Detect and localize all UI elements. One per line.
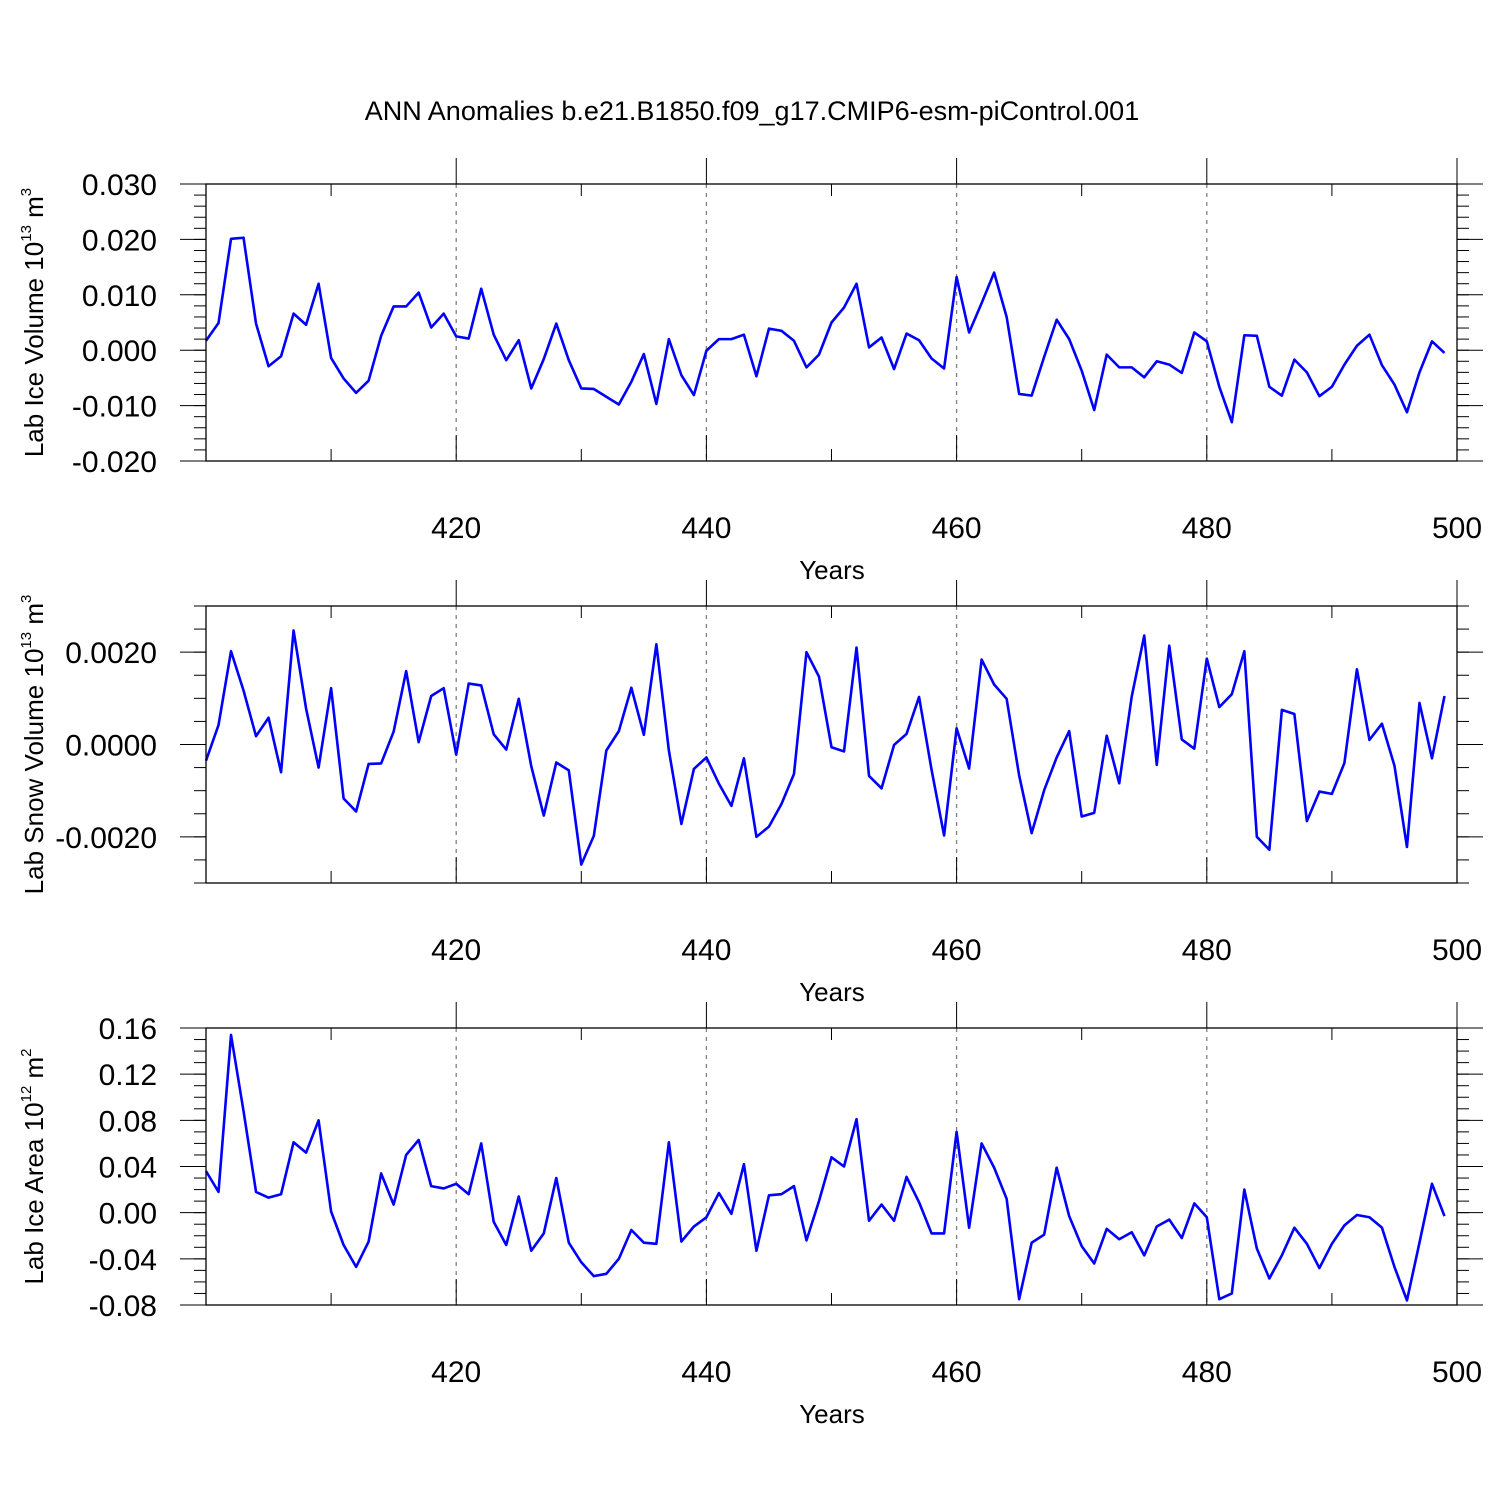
x-tick-label: 440 [681,512,731,545]
y-axis-title-unit-exponent: 2 [18,1048,35,1056]
y-tick-label: 0.020 [82,224,157,257]
x-tick-label: 460 [932,512,982,545]
y-axis-title-exponent: 13 [18,225,35,242]
y-tick-label: -0.0020 [55,822,157,855]
x-axis-title: Years [799,555,865,585]
y-axis-title-exponent: 12 [18,1086,35,1103]
y-tick-label: 0.16 [99,1013,157,1046]
y-axis-title-unit: m [19,603,49,632]
panel-2: -0.0020 0.0000 0.0020 420 440 460 480 500 Years L… [18,580,1483,1007]
plot-frame [205,1027,1458,1306]
x-tick-label: 500 [1432,934,1482,967]
x-axis-title: Years [799,1399,865,1429]
y-tick-label: 0.0000 [65,730,157,763]
y-tick-label: 0.030 [82,169,157,202]
y-axis-title-unit: m [19,196,49,225]
x-tick-label: 440 [681,934,731,967]
x-tick-label: 460 [932,934,982,967]
x-tick-label: 420 [431,934,481,967]
x-tick-label: 440 [681,1356,731,1389]
panel-3: -0.08 -0.04 0.00 0.04 0.08 0.12 0.16 420 440 460 4… [18,1002,1483,1429]
y-axis-title-unit-exponent: 3 [18,188,35,196]
y-tick-label: -0.08 [89,1290,157,1323]
y-axis-title-main: Lab Ice Area 10 [19,1102,49,1284]
x-tick-label: 480 [1182,512,1232,545]
x-tick-label: 480 [1182,1356,1232,1389]
chart-title: ANN Anomalies b.e21.B1850.f09_g17.CMIP6-… [365,96,1139,126]
plot-frame [205,605,1458,884]
x-tick-label: 480 [1182,934,1232,967]
y-tick-label: -0.010 [72,391,157,424]
series-line [204,629,1446,866]
y-axis-title-main: Lab Snow Volume 10 [19,649,49,895]
y-axis-title: Lab Ice Volume 1013 m3 [18,188,49,457]
y-axis-title: Lab Ice Area 1012 m2 [18,1048,49,1284]
y-tick-label: -0.04 [89,1244,157,1277]
y-axis-title: Lab Snow Volume 1013 m3 [18,595,49,895]
y-tick-label: 0.12 [99,1059,157,1092]
panel-1: -0.020 -0.010 0.000 0.010 0.020 0.030 420 440 46… [18,158,1483,585]
x-tick-label: 460 [932,1356,982,1389]
y-tick-label: 0.04 [99,1152,157,1185]
x-tick-label: 500 [1432,1356,1482,1389]
y-axis-title-unit: m [19,1057,49,1086]
y-tick-label: 0.010 [82,280,157,313]
x-tick-label: 500 [1432,512,1482,545]
plot-frame [205,183,1458,462]
x-tick-label: 420 [431,512,481,545]
x-axis-title: Years [799,977,865,1007]
series-line [204,1033,1446,1302]
y-axis-title-exponent: 13 [18,632,35,649]
series-line [204,236,1446,424]
y-tick-label: 0.0020 [65,637,157,670]
y-axis-title-unit-exponent: 3 [18,595,35,603]
y-tick-label: 0.00 [99,1198,157,1231]
y-axis-title-main: Lab Ice Volume 10 [19,242,49,457]
x-tick-label: 420 [431,1356,481,1389]
y-tick-label: -0.020 [72,446,157,479]
y-tick-label: 0.000 [82,335,157,368]
y-tick-label: 0.08 [99,1105,157,1138]
